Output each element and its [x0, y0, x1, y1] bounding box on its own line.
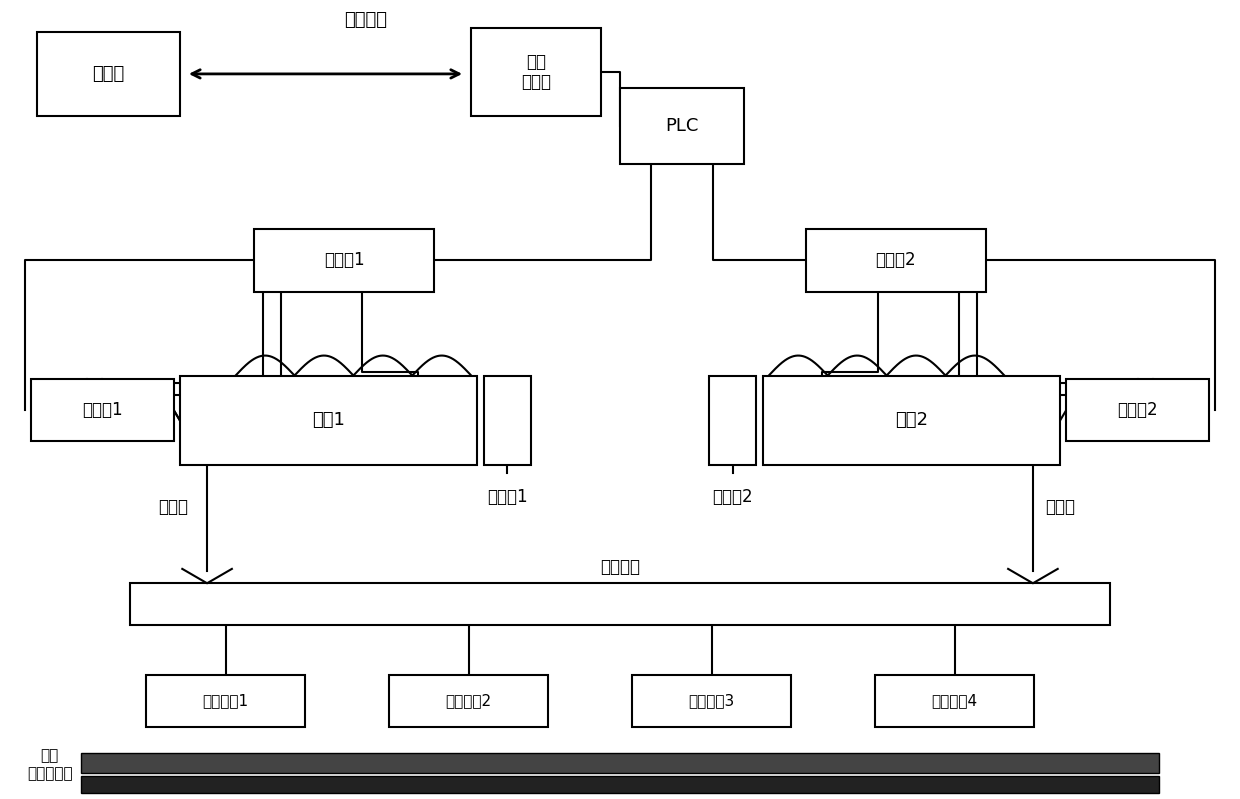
- Bar: [471, 28, 601, 116]
- Text: 电机2: 电机2: [895, 411, 928, 429]
- Bar: [81, 753, 1159, 773]
- Bar: [709, 376, 756, 465]
- Text: 编码器2: 编码器2: [1117, 401, 1158, 419]
- Text: 遥控
接收器: 遥控 接收器: [521, 53, 552, 91]
- Text: 控制指令: 控制指令: [345, 11, 387, 29]
- Text: 电磁吸盘4: 电磁吸盘4: [931, 694, 978, 709]
- Bar: [180, 376, 477, 465]
- Text: 电磁吸盘2: 电磁吸盘2: [445, 694, 492, 709]
- Bar: [763, 376, 1060, 465]
- Bar: [146, 675, 305, 727]
- Text: 遥控器: 遥控器: [92, 65, 125, 83]
- Bar: [81, 776, 1159, 793]
- Bar: [254, 229, 434, 292]
- Bar: [31, 379, 174, 441]
- Text: 变频器1: 变频器1: [324, 252, 365, 269]
- Text: 编码器1: 编码器1: [82, 401, 123, 419]
- Text: 负载
（长钢板）: 负载 （长钢板）: [27, 749, 72, 781]
- Text: 钢丝绳: 钢丝绳: [1045, 499, 1075, 516]
- Bar: [37, 32, 180, 116]
- Bar: [875, 675, 1034, 727]
- Bar: [620, 88, 744, 164]
- Text: 电磁挂梁: 电磁挂梁: [600, 559, 640, 576]
- Text: 变频器2: 变频器2: [875, 252, 916, 269]
- Bar: [130, 583, 1110, 625]
- Bar: [484, 376, 531, 465]
- Text: PLC: PLC: [666, 117, 698, 135]
- Text: 电磁吸盘1: 电磁吸盘1: [202, 694, 249, 709]
- Text: 电磁吸盘3: 电磁吸盘3: [688, 694, 735, 709]
- Bar: [389, 675, 548, 727]
- Text: 电机1: 电机1: [312, 411, 345, 429]
- Text: 制动器1: 制动器1: [487, 488, 527, 506]
- Bar: [806, 229, 986, 292]
- Text: 制动器2: 制动器2: [713, 488, 753, 506]
- Bar: [632, 675, 791, 727]
- Text: 钢丝绳: 钢丝绳: [159, 499, 188, 516]
- Bar: [1066, 379, 1209, 441]
